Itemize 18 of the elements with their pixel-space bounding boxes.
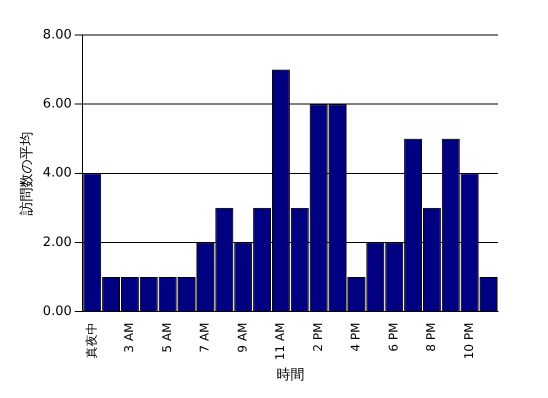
- x-tick-label: 2 PM: [310, 322, 325, 352]
- x-tick-label: 11 AM: [273, 322, 288, 360]
- y-tick-label: 6.00: [42, 96, 72, 112]
- x-tick-label: 8 PM: [424, 322, 438, 352]
- x-tick-label: 7 AM: [198, 322, 212, 353]
- x-tick-label: 6 PM: [386, 322, 400, 352]
- x-tick-label: 9 AM: [235, 322, 250, 353]
- x-tick-label: 10 PM: [462, 322, 476, 360]
- x-tick-label: 3 AM: [122, 322, 136, 353]
- x-tick-label: 5 AM: [160, 322, 174, 353]
- y-axis-title: 訪問数の平均: [19, 131, 36, 216]
- x-axis-title: 時間: [276, 367, 304, 384]
- y-tick-label: 4.00: [42, 166, 72, 181]
- y-tick-label: 8.00: [42, 27, 72, 42]
- x-tick-label: 真夜中: [84, 322, 98, 359]
- x-tick-label: 4 PM: [348, 322, 363, 352]
- y-tick-label: 0.00: [42, 304, 72, 319]
- y-tick-label: 2.00: [42, 234, 72, 250]
